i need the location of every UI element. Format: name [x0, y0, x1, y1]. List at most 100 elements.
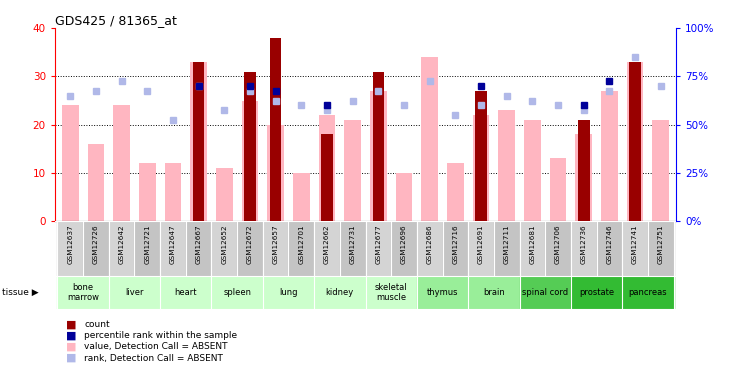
Bar [135, 221, 160, 276]
Bar [601, 91, 618, 221]
Text: kidney: kidney [326, 288, 354, 297]
Text: percentile rank within the sample: percentile rank within the sample [84, 331, 237, 340]
Bar [475, 91, 487, 221]
Text: heart: heart [175, 288, 197, 297]
Bar [417, 276, 468, 309]
Bar [417, 221, 442, 276]
Bar [160, 276, 211, 309]
Bar [321, 134, 333, 221]
Bar [395, 173, 412, 221]
Bar [293, 173, 310, 221]
Text: GSM12731: GSM12731 [349, 224, 356, 264]
Text: rank, Detection Call = ABSENT: rank, Detection Call = ABSENT [84, 354, 223, 363]
Bar [550, 159, 567, 221]
Bar [164, 164, 181, 221]
Bar [289, 221, 314, 276]
Bar [366, 221, 391, 276]
Text: ■: ■ [66, 320, 76, 329]
Bar [629, 62, 641, 221]
Bar [578, 120, 589, 221]
Bar [442, 221, 468, 276]
Bar [622, 276, 673, 309]
Bar [109, 221, 135, 276]
Text: GSM12701: GSM12701 [298, 224, 304, 264]
Text: GSM12667: GSM12667 [196, 224, 202, 264]
Bar [58, 276, 109, 309]
Bar [473, 115, 489, 221]
Text: GSM12741: GSM12741 [632, 224, 638, 264]
Text: lung: lung [279, 288, 298, 297]
Text: spinal cord: spinal cord [522, 288, 568, 297]
Text: GSM12706: GSM12706 [555, 224, 561, 264]
Text: GSM12637: GSM12637 [67, 224, 73, 264]
Text: pancreas: pancreas [629, 288, 667, 297]
Bar [211, 276, 263, 309]
Text: liver: liver [125, 288, 144, 297]
Bar [244, 72, 256, 221]
Bar [268, 124, 284, 221]
Bar [421, 57, 438, 221]
Bar [344, 120, 361, 221]
Text: GSM12691: GSM12691 [478, 224, 484, 264]
Text: ■: ■ [66, 331, 76, 340]
Text: tissue ▶: tissue ▶ [2, 288, 39, 297]
Text: GSM12681: GSM12681 [529, 224, 535, 264]
Text: bone
marrow: bone marrow [67, 283, 99, 302]
Bar [622, 221, 648, 276]
Bar [447, 164, 463, 221]
Bar [494, 221, 520, 276]
Text: GSM12726: GSM12726 [93, 224, 99, 264]
Bar [370, 91, 387, 221]
Text: GSM12716: GSM12716 [452, 224, 458, 264]
Text: GSM12657: GSM12657 [273, 224, 279, 264]
Bar [314, 221, 340, 276]
Bar [571, 221, 596, 276]
Bar [160, 221, 186, 276]
Bar [263, 276, 314, 309]
Bar [468, 221, 494, 276]
Text: GSM12721: GSM12721 [144, 224, 151, 264]
Bar [524, 120, 541, 221]
Bar [216, 168, 232, 221]
Text: GSM12662: GSM12662 [324, 224, 330, 264]
Text: GSM12647: GSM12647 [170, 224, 176, 264]
Bar [575, 134, 592, 221]
Bar [391, 221, 417, 276]
Bar [340, 221, 366, 276]
Text: GSM12696: GSM12696 [401, 224, 407, 264]
Bar [113, 105, 130, 221]
Bar [499, 110, 515, 221]
Bar [193, 62, 205, 221]
Bar [190, 62, 207, 221]
Bar [242, 100, 258, 221]
Text: skeletal
muscle: skeletal muscle [375, 283, 407, 302]
Bar [109, 276, 160, 309]
Bar [571, 276, 622, 309]
Text: ■: ■ [66, 342, 76, 352]
Text: brain: brain [483, 288, 504, 297]
Bar [263, 221, 289, 276]
Bar [545, 221, 571, 276]
Bar [314, 276, 366, 309]
Text: GSM12746: GSM12746 [607, 224, 613, 264]
Text: prostate: prostate [579, 288, 614, 297]
Text: GSM12686: GSM12686 [427, 224, 433, 264]
Bar [520, 221, 545, 276]
Bar [319, 115, 336, 221]
Text: GSM12652: GSM12652 [221, 224, 227, 264]
Text: GDS425 / 81365_at: GDS425 / 81365_at [55, 14, 177, 27]
Text: value, Detection Call = ABSENT: value, Detection Call = ABSENT [84, 342, 227, 351]
Bar [88, 144, 105, 221]
Bar [596, 221, 622, 276]
Bar [186, 221, 211, 276]
Text: ■: ■ [66, 353, 76, 363]
Text: GSM12751: GSM12751 [658, 224, 664, 264]
Text: GSM12677: GSM12677 [375, 224, 382, 264]
Bar [83, 221, 109, 276]
Bar [653, 120, 669, 221]
Bar [270, 38, 281, 221]
Bar [468, 276, 520, 309]
Bar [139, 164, 156, 221]
Bar [58, 221, 83, 276]
Text: GSM12642: GSM12642 [118, 224, 124, 264]
